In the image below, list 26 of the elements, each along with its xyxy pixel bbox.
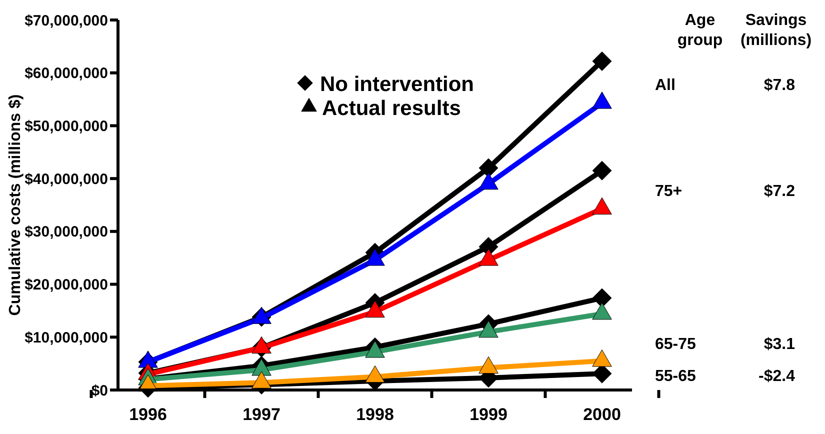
x-tick-label: 1998 bbox=[356, 405, 394, 424]
x-tick-label: 2000 bbox=[583, 405, 621, 424]
text: Savings (millions) bbox=[740, 12, 812, 49]
x-tick-label: 1997 bbox=[242, 405, 280, 424]
annotation: Actual results bbox=[322, 97, 461, 120]
y-tick-label: $40,000,000 bbox=[24, 170, 108, 188]
x-tick-label: 1999 bbox=[470, 405, 508, 424]
y-tick-label: $10,000,000 bbox=[24, 329, 108, 346]
y-axis-title: Cumulative costs (millions $) bbox=[7, 94, 24, 316]
text: $7.2 bbox=[764, 183, 796, 200]
text: $3.1 bbox=[764, 336, 796, 353]
text: $7.8 bbox=[764, 77, 796, 94]
text: 55-65 bbox=[655, 368, 696, 385]
y-tick-label: $60,000,000 bbox=[24, 65, 108, 82]
x-tick-label: 1996 bbox=[129, 405, 167, 424]
text: Age group bbox=[677, 12, 723, 49]
y-tick-label: $70,000,000 bbox=[24, 12, 108, 30]
annotation: No intervention bbox=[320, 73, 474, 96]
text: 75+ bbox=[655, 183, 682, 200]
text: All bbox=[655, 77, 676, 94]
y-tick-label: $20,000,000 bbox=[24, 276, 108, 294]
text: -$2.4 bbox=[758, 368, 796, 385]
text: 65-75 bbox=[655, 336, 696, 353]
y-tick-label: $0 bbox=[91, 382, 108, 400]
y-tick-label: $30,000,000 bbox=[24, 224, 108, 241]
y-tick-label: $50,000,000 bbox=[24, 118, 108, 135]
